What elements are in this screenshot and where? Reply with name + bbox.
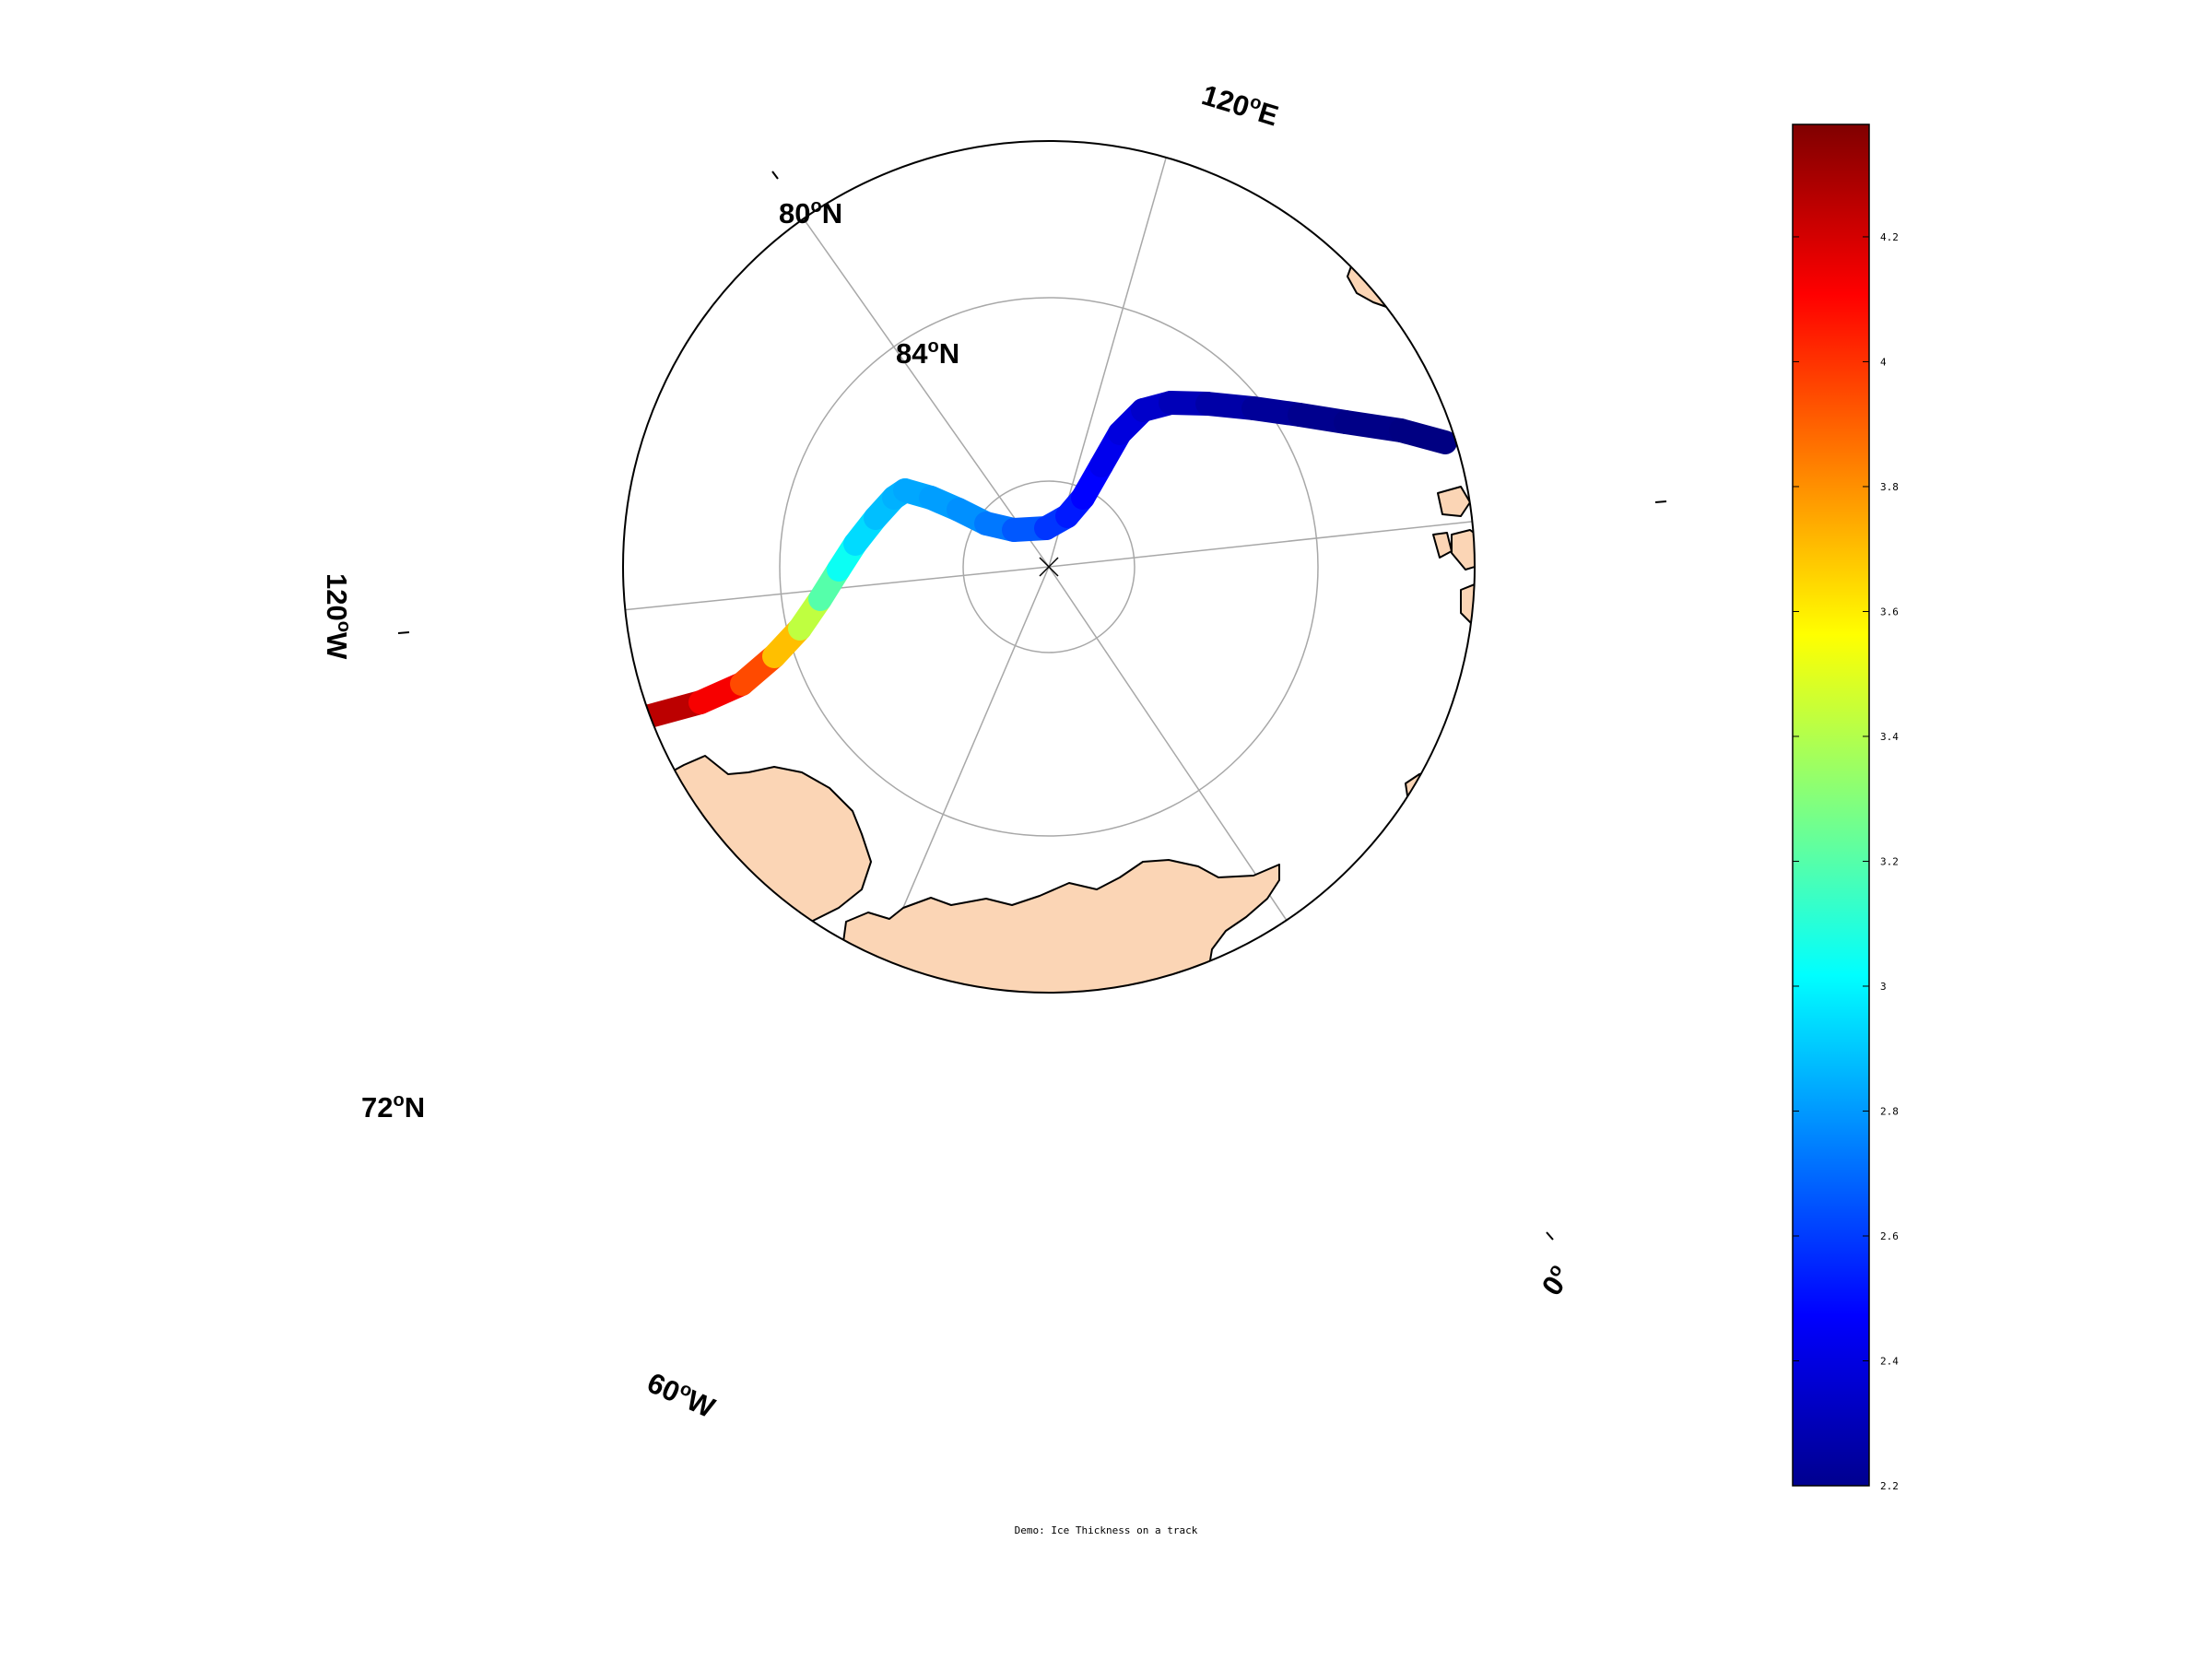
colorbar-tick-label: 2.8 [1880,1105,1899,1117]
severnaya-zemlya [1347,229,1434,310]
colorbar-tick-label: 3.6 [1880,606,1899,618]
prince-patrick-island [374,682,442,816]
map-boundary [622,140,1476,994]
devon-island [623,912,637,993]
ellef-ringnes-island [502,920,599,1078]
map-disk [364,141,1475,1327]
latitude-circle-84 [779,297,1319,837]
label-lat-72: 72oN [361,1090,425,1124]
latitude-circle-72 [623,141,1475,993]
label-lat-84: 84oN [896,336,959,370]
label-lon-0: 0o [1535,1260,1577,1301]
baffin-fragment-2 [488,1221,571,1327]
graticule-latitudes [623,141,1475,993]
ice-thickness-track [623,391,1457,734]
x-icon [1039,557,1059,577]
colorbar-tick-label: 4.2 [1880,231,1899,243]
colorbar-tick-label: 3.4 [1880,731,1899,743]
meridian-120e [1048,141,1254,568]
nordaustlandet [1405,769,1455,817]
franz-josef-land-2 [1451,529,1475,571]
meridian-120w [623,566,1050,646]
track-segment [623,704,662,734]
label-lon-120w: 120oW [321,573,354,660]
franz-josef-land-3 [1460,582,1475,628]
cornwallis-island [509,677,544,728]
melville-island [408,599,502,682]
colorbar-tick-label: 3.8 [1880,481,1899,493]
meridian-60w [644,566,1050,993]
bathurst-island [450,804,498,880]
queen-elizabeth-small-2 [555,828,582,871]
meridian-60e [1048,483,1475,568]
colorbar-tick-label: 2.6 [1880,1230,1899,1242]
franz-josef-land-4 [1432,532,1453,559]
label-lon-120e: 120oE [1198,77,1282,132]
colorbar-tick-label: 2.2 [1880,1480,1899,1492]
ellesmere-island [623,755,872,992]
baffin-fragment-1 [419,1129,516,1230]
track-segment [1389,418,1457,454]
colorbar-tick-label: 3 [1880,981,1887,993]
baffin-coast-west [470,935,608,1101]
colorbar-gradient [1792,124,1870,1487]
axel-heiberg-island [546,776,608,899]
figure-caption: Demo: Ice Thickness on a track [1014,1524,1198,1536]
colorbar-tick-label: 3.2 [1880,855,1899,867]
label-lon-60w: 60oW [642,1366,721,1425]
franz-josef-land-1 [1437,486,1471,517]
banks-island-north [364,865,433,959]
colorbar-tick-label: 2.4 [1880,1355,1899,1367]
label-lat-80: 80oN [779,196,842,229]
colorbar-tick-label: 4 [1880,356,1887,368]
svalbard-west [1391,801,1475,941]
meridian-0 [1048,566,1475,993]
graticule-meridians [623,141,1475,993]
greenland [713,859,1280,993]
colorbar-ticks: 2.2 2.4 2.6 2.8 3 3.2 3.4 3.6 3.8 4 4.2 [1793,231,1899,1492]
latitude-circle-76 [623,141,1475,993]
colorbar: 2.2 2.4 2.6 2.8 3 3.2 3.4 3.6 3.8 4 4.2 [1792,124,1899,1492]
latitude-circle-88 [962,480,1135,653]
meridian-180 [623,141,1050,568]
queen-elizabeth-small-1 [535,730,559,765]
boundary-ticks [397,171,1667,1241]
